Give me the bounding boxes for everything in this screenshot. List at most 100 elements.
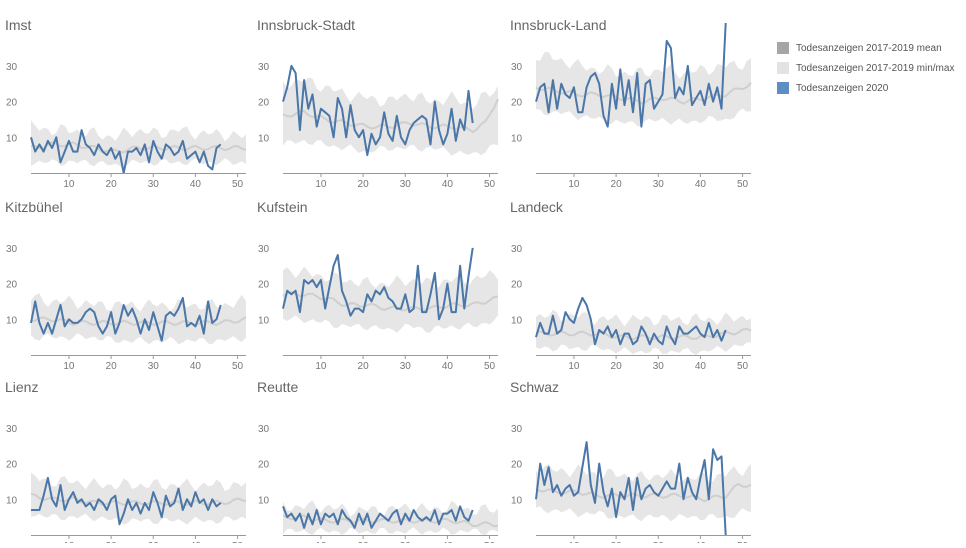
- line-2020: [535, 22, 727, 128]
- line-2020: [535, 441, 727, 536]
- x-tick-label: 40: [442, 179, 454, 190]
- x-tick-label: 50: [484, 179, 496, 190]
- y-tick-label: 20: [6, 460, 18, 471]
- y-tick-label: 20: [6, 98, 18, 109]
- x-tick-label: 10: [315, 179, 327, 190]
- x-tick-label: 40: [190, 361, 202, 372]
- y-tick-label: 30: [511, 244, 523, 255]
- x-tick-label: 20: [611, 179, 623, 190]
- x-tick-label: 10: [315, 361, 327, 372]
- minmax-band: [536, 52, 751, 127]
- x-tick-label: 50: [737, 179, 749, 190]
- x-tick-label: 30: [400, 179, 412, 190]
- panel-title: Landeck: [510, 199, 564, 215]
- minmax-band: [31, 293, 246, 345]
- panel-landeck: Landeck 10 20 30 40 50 10 20 30: [510, 199, 752, 372]
- panel-title: Innsbruck-Stadt: [257, 17, 355, 33]
- minmax-band: [536, 309, 751, 355]
- y-tick-label: 10: [258, 315, 270, 326]
- x-tick-label: 10: [63, 179, 75, 190]
- panel-title: Kufstein: [257, 199, 308, 215]
- y-tick-label: 20: [258, 460, 270, 471]
- y-tick-label: 10: [258, 495, 270, 506]
- y-tick-label: 30: [6, 424, 18, 435]
- panel-title: Imst: [5, 17, 32, 33]
- panel-kitzb-hel: Kitzbühel 10 20 30 40 50 10 20 30: [5, 199, 247, 372]
- legend-item-mean[interactable]: Todesanzeigen 2017-2019 mean: [777, 38, 954, 58]
- y-tick-label: 30: [258, 62, 270, 73]
- y-tick-label: 10: [6, 133, 18, 144]
- y-tick-label: 20: [511, 98, 523, 109]
- panel-innsbruck-stadt: Innsbruck-Stadt 10 20 30 40 50 10 20 30: [257, 17, 499, 190]
- y-tick-label: 30: [511, 62, 523, 73]
- x-tick-label: 30: [653, 361, 665, 372]
- y-tick-label: 20: [6, 280, 18, 291]
- minmax-band: [31, 120, 246, 169]
- y-tick-label: 30: [511, 424, 523, 435]
- x-tick-label: 30: [148, 179, 160, 190]
- x-tick-label: 50: [232, 361, 244, 372]
- panel-title: Schwaz: [510, 379, 559, 395]
- y-tick-label: 20: [258, 98, 270, 109]
- x-tick-label: 30: [653, 179, 665, 190]
- line-2020: [535, 296, 727, 346]
- y-tick-label: 20: [511, 280, 523, 291]
- y-tick-label: 10: [511, 133, 523, 144]
- x-tick-label: 40: [442, 361, 454, 372]
- panel-imst: Imst 10 20 30 40 50 10 20 30: [5, 17, 247, 190]
- y-tick-label: 30: [6, 244, 18, 255]
- x-tick-label: 50: [232, 179, 244, 190]
- panel-schwaz: Schwaz1020304050102030: [510, 379, 752, 548]
- line-2020: [31, 476, 222, 526]
- x-tick-label: 40: [190, 179, 202, 190]
- x-tick-label: 30: [400, 361, 412, 372]
- x-tick-label: 10: [568, 179, 580, 190]
- legend-swatch-mean: [777, 42, 789, 54]
- panel-innsbruck-land: Innsbruck-Land 10 20 30 40 50 10 20 30: [510, 17, 752, 190]
- x-tick-label: 10: [568, 361, 580, 372]
- legend-swatch-2020: [777, 82, 789, 94]
- y-tick-label: 30: [258, 244, 270, 255]
- x-tick-label: 40: [695, 361, 707, 372]
- mean-line: [282, 291, 499, 312]
- line-2020: [282, 505, 474, 529]
- line-2020: [282, 247, 474, 321]
- y-tick-label: 20: [511, 460, 523, 471]
- x-tick-label: 20: [106, 179, 118, 190]
- legend-label-minmax: Todesanzeigen 2017-2019 min/max: [796, 62, 955, 74]
- y-tick-label: 10: [511, 495, 523, 506]
- x-tick-label: 10: [63, 361, 75, 372]
- y-tick-label: 30: [258, 424, 270, 435]
- panel-lienz: Lienz1020304050102030: [5, 379, 247, 548]
- panel-title: Reutte: [257, 379, 298, 395]
- minmax-band: [31, 472, 246, 525]
- line-2020: [282, 64, 474, 157]
- x-tick-label: 50: [737, 361, 749, 372]
- legend: Todesanzeigen 2017-2019 mean Todesanzeig…: [777, 38, 954, 98]
- panel-title: Lienz: [5, 379, 38, 395]
- legend-swatch-minmax: [777, 62, 789, 74]
- y-tick-label: 10: [6, 495, 18, 506]
- y-tick-label: 10: [258, 133, 270, 144]
- x-tick-label: 20: [358, 361, 370, 372]
- legend-item-minmax[interactable]: Todesanzeigen 2017-2019 min/max: [777, 58, 954, 78]
- x-tick-label: 20: [106, 361, 118, 372]
- x-tick-label: 40: [695, 179, 707, 190]
- panel-kufstein: Kufstein 10 20 30 40 50 10 20 30: [257, 199, 499, 372]
- mean-line: [535, 327, 752, 341]
- line-2020: [30, 129, 222, 174]
- x-tick-label: 20: [611, 361, 623, 372]
- legend-label-mean: Todesanzeigen 2017-2019 mean: [796, 42, 942, 54]
- line-2020: [30, 296, 222, 342]
- legend-item-2020[interactable]: Todesanzeigen 2020: [777, 78, 954, 98]
- minmax-band: [283, 77, 498, 156]
- x-tick-label: 50: [484, 361, 496, 372]
- y-tick-label: 10: [6, 315, 18, 326]
- y-tick-label: 30: [6, 62, 18, 73]
- x-tick-label: 20: [358, 179, 370, 190]
- y-tick-label: 10: [511, 315, 523, 326]
- panel-title: Kitzbühel: [5, 199, 63, 215]
- legend-label-2020: Todesanzeigen 2020: [796, 82, 889, 94]
